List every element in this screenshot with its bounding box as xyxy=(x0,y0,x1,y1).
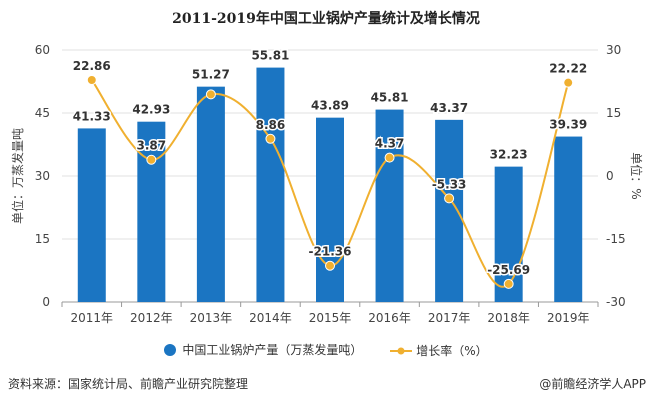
bar xyxy=(435,119,464,302)
y-left-tick-label: 30 xyxy=(35,169,50,183)
chart-title: 2011-2019年中国工业锅炉产量统计及增长情况 xyxy=(172,11,480,27)
bar xyxy=(554,136,583,302)
y-right-tick-label: 15 xyxy=(606,106,621,120)
growth-point xyxy=(325,260,335,271)
growth-data-label: -25.69 xyxy=(487,263,530,277)
y-left-tick-label: 60 xyxy=(35,43,50,57)
growth-point xyxy=(265,133,276,144)
growth-point xyxy=(205,89,216,100)
growth-data-label: 8.86 xyxy=(256,118,286,132)
x-tick-label: 2014年 xyxy=(249,311,292,325)
legend-label: 中国工业锅炉产量（万蒸发量吨） xyxy=(182,343,363,357)
growth-point xyxy=(384,152,395,163)
bar xyxy=(196,86,225,302)
brand-credit: @前瞻经济学人APP xyxy=(539,377,646,391)
growth-data-label: 3.87 xyxy=(137,139,167,153)
bar xyxy=(316,117,344,302)
legend-line-icon xyxy=(390,347,413,354)
growth-point xyxy=(146,154,157,165)
growth-point xyxy=(86,74,97,85)
legend-item-production[interactable]: 中国工业锅炉产量（万蒸发量吨） xyxy=(164,341,362,358)
chart-plot: 0 15 30 45 60 -30 -15 0 15 30 单位：万蒸发量吨 单位：% 2011年 201… xyxy=(10,43,644,325)
bar-data-label: 42.93 xyxy=(132,103,170,117)
x-tick-label: 2013年 xyxy=(190,311,233,325)
bar xyxy=(137,121,166,302)
growth-data-label: 4.37 xyxy=(375,137,405,151)
x-tick-label: 2015年 xyxy=(309,311,352,325)
bar xyxy=(375,109,404,303)
y-right-tick-label: 30 xyxy=(606,43,621,57)
growth-point xyxy=(503,278,514,289)
bar xyxy=(256,67,285,303)
y-left-tick-label: 0 xyxy=(42,295,50,309)
bar-data-label: 43.37 xyxy=(430,101,468,115)
bar-data-label: 32.23 xyxy=(490,148,528,162)
x-tick-label: 2019年 xyxy=(547,311,590,325)
bar-data-label: 39.39 xyxy=(549,118,587,132)
bar-data-label: 43.89 xyxy=(311,99,349,113)
growth-data-label: -21.36 xyxy=(309,245,352,259)
growth-data-label: 22.86 xyxy=(73,59,111,73)
y-right-tick-label: -30 xyxy=(606,295,626,309)
growth-point xyxy=(444,193,455,204)
y-left-tick-label: 45 xyxy=(35,106,50,120)
y-right-tick-label: 0 xyxy=(606,169,614,183)
legend-dot-icon xyxy=(164,343,177,356)
bar-data-label: 45.81 xyxy=(371,91,409,105)
source-note: 资料来源：国家统计局、前瞻产业研究院整理 xyxy=(8,377,249,391)
x-tick-label: 2018年 xyxy=(487,311,530,325)
y-left-tick-label: 15 xyxy=(35,232,50,246)
bar-data-label: 41.33 xyxy=(73,109,111,123)
y-right-axis-title: 单位：% xyxy=(629,152,644,199)
growth-data-label: 22.22 xyxy=(549,62,587,76)
bar-data-label: 51.27 xyxy=(192,68,230,82)
legend-item-growth[interactable]: 增长率（%） xyxy=(390,342,488,359)
x-tick-label: 2017年 xyxy=(428,311,471,325)
growth-point xyxy=(563,77,574,88)
x-tick-label: 2011年 xyxy=(71,311,114,325)
legend-label: 增长率（%） xyxy=(416,344,488,358)
y-right-tick-label: -15 xyxy=(606,232,626,246)
legend: 中国工业锅炉产量（万蒸发量吨） 增长率（%） xyxy=(0,341,652,359)
bar-data-label: 55.81 xyxy=(251,49,289,63)
y-left-axis-title: 单位：万蒸发量吨 xyxy=(10,128,25,224)
growth-data-label: -5.33 xyxy=(432,177,467,191)
x-tick-label: 2012年 xyxy=(130,311,173,325)
x-tick-label: 2016年 xyxy=(368,311,411,325)
bar xyxy=(77,128,106,302)
